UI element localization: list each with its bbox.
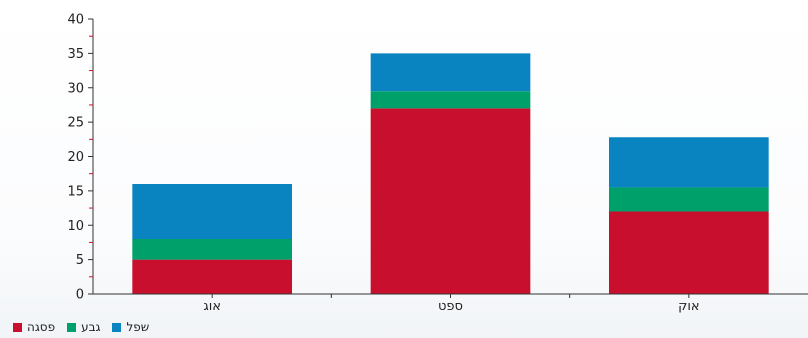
bar-1-series-0 — [370, 108, 531, 294]
y-tick-label-30: 30 — [67, 81, 84, 96]
bar-2-series-0 — [608, 211, 769, 294]
bar-2-series-2 — [608, 137, 769, 188]
y-tick-label-5: 5 — [76, 253, 84, 268]
y-tick-label-35: 35 — [67, 47, 84, 62]
legend-swatch-peak — [13, 322, 22, 332]
y-tick-label-40: 40 — [67, 13, 84, 28]
y-tick-label-20: 20 — [67, 150, 84, 165]
x-tick-label-2: אוק — [678, 299, 699, 314]
bar-1-series-2 — [370, 53, 531, 92]
bar-0-series-1 — [132, 239, 293, 260]
y-tick-label-10: 10 — [67, 219, 84, 234]
legend-label-mid: גבע — [81, 320, 101, 334]
legend-item-mid[interactable]: גבע — [67, 320, 100, 334]
y-tick-label-25: 25 — [67, 116, 84, 131]
y-tick-label-15: 15 — [67, 184, 84, 199]
legend-item-peak[interactable]: פסגה — [13, 320, 55, 334]
x-tick-label-0: אוג — [203, 299, 221, 314]
bar-0-series-0 — [132, 259, 293, 294]
bar-1-series-1 — [370, 91, 531, 109]
bar-0-series-2 — [132, 184, 293, 239]
legend-swatch-mid — [67, 322, 77, 332]
legend-label-peak: פסגה — [27, 320, 56, 334]
bar-2-series-1 — [608, 187, 769, 212]
x-tick-label-1: ספט — [438, 299, 463, 314]
legend-label-low: שפל — [126, 320, 150, 334]
legend-swatch-low — [112, 322, 122, 332]
y-tick-label-0: 0 — [76, 288, 84, 303]
legend-item-low[interactable]: שפל — [112, 320, 149, 334]
legend: פסגה גבע שפל — [13, 320, 149, 334]
